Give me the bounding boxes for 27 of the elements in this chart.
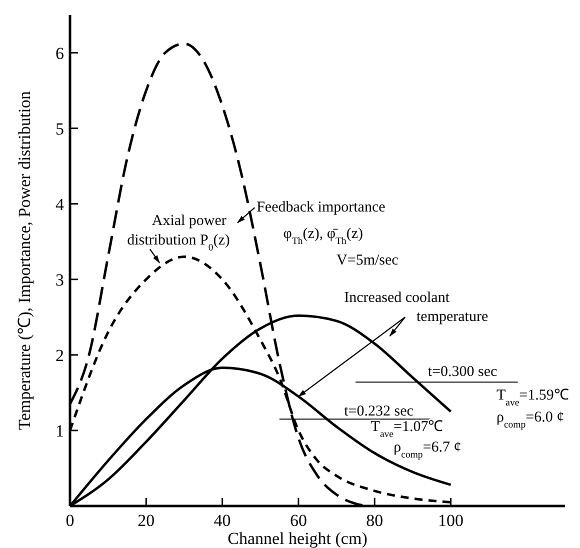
y-tick-label: 2 (56, 346, 64, 365)
x-tick-label: 60 (290, 511, 307, 530)
y-tick-label: 4 (56, 194, 64, 214)
annotation: Feedback importance (256, 199, 386, 216)
annotation: t=0.232 sec (344, 403, 414, 420)
x-tick-label: 80 (366, 511, 384, 530)
annotation: ρ$_{comp}$=6.7 ¢ (394, 440, 462, 460)
annotation: Increased coolant (344, 290, 450, 306)
x-axis-title: Channel height (cm) (228, 529, 368, 548)
annotation: T$_{ave}$=1.07℃ (370, 419, 444, 440)
annotation: distribution P$_{0}$(z) (127, 232, 230, 254)
annotation: temperature (416, 308, 488, 325)
x-tick-label: 40 (214, 511, 231, 530)
annotation: φ$_{Th}$(z), φ̄$_{Th}$(z) (283, 226, 364, 246)
annotation: T$_{ave}$=1.59℃ (496, 387, 569, 408)
y-tick-label: 1 (56, 421, 64, 440)
x-tick-label: 20 (138, 511, 155, 530)
x-tick-label: 0 (66, 511, 74, 530)
annotation: V=5m/sec (336, 252, 399, 268)
y-tick-label: 3 (56, 270, 64, 290)
y-axis-title: Temperature (℃), Importance, Power distribution (15, 90, 34, 430)
y-tick-label: 6 (56, 44, 64, 63)
annotation: Axial power (152, 212, 226, 229)
x-tick-label: 100 (438, 511, 464, 530)
annotation: t=0.300 sec (428, 364, 498, 380)
y-tick-label: 5 (56, 119, 64, 138)
annotation: ρ$_{comp}$=6.0 ¢ (496, 409, 564, 430)
